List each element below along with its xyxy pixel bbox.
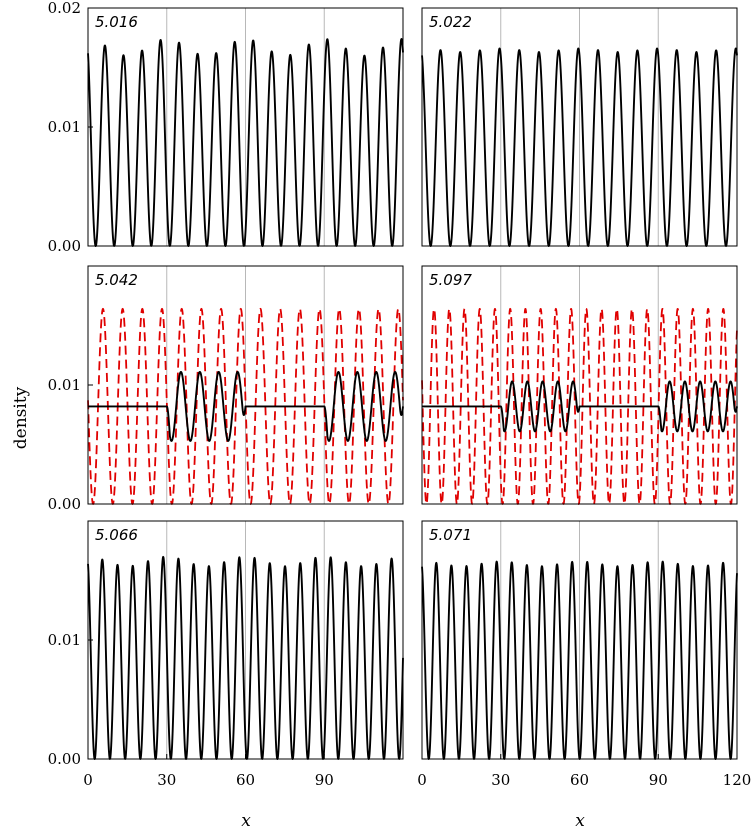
- y-tick-label: 0.02: [48, 0, 81, 17]
- series-dashed-4: [421, 307, 738, 505]
- panel-label: 5.071: [429, 526, 472, 544]
- panel-5: 5.066 0.00 0.01 0 30 60 90: [48, 520, 404, 789]
- axis-layer: density x x: [11, 386, 585, 831]
- x-tick-label: 90: [649, 771, 668, 789]
- x-tick-label: 0: [417, 771, 427, 789]
- y-tick-label: 0.00: [48, 750, 81, 768]
- x-tick-label: 30: [491, 771, 510, 789]
- panel-2: 5.022: [421, 7, 738, 247]
- series-solid-4: [421, 380, 738, 433]
- x-axis-title-right: x: [575, 811, 585, 831]
- y-tick-label: 0.01: [48, 631, 81, 649]
- x-tick-label: 90: [315, 771, 334, 789]
- panel-label: 5.097: [429, 271, 472, 289]
- x-tick-label: 120: [723, 771, 752, 789]
- y-tick-label: 0.01: [48, 118, 81, 136]
- x-tick-label: 60: [236, 771, 255, 789]
- panel-frame: [421, 265, 738, 505]
- panel-label: 5.022: [429, 13, 472, 31]
- panel-label: 5.042: [95, 271, 138, 289]
- panel-4: 5.097: [421, 265, 738, 505]
- series-dashed-3: [87, 307, 404, 505]
- x-axis-title-left: x: [241, 811, 251, 831]
- x-tick-label: 60: [570, 771, 589, 789]
- y-tick-label: 0.00: [48, 495, 81, 513]
- panel-3: 5.042 0.00 0.01: [48, 265, 404, 513]
- panel-6: 5.071 0 30 60 90 120: [417, 520, 752, 789]
- y-axis-title: density: [11, 386, 31, 449]
- panel-1: 5.016 0.00 0.01 0.02: [48, 0, 404, 255]
- y-tick-label: 0.00: [48, 237, 81, 255]
- y-tick-label: 0.01: [48, 376, 81, 394]
- x-tick-label: 30: [157, 771, 176, 789]
- panels-layer: 5.016 0.00 0.01 0.02 5.022 5.042 0.00 0.01 5.097…: [48, 0, 752, 789]
- x-tick-label: 0: [83, 771, 93, 789]
- panel-label: 5.066: [95, 526, 138, 544]
- series-solid-3: [87, 370, 404, 442]
- panel-label: 5.016: [95, 13, 138, 31]
- panel-frame: [421, 7, 738, 247]
- series-solid-2: [421, 47, 738, 247]
- series-solid-1: [87, 38, 404, 247]
